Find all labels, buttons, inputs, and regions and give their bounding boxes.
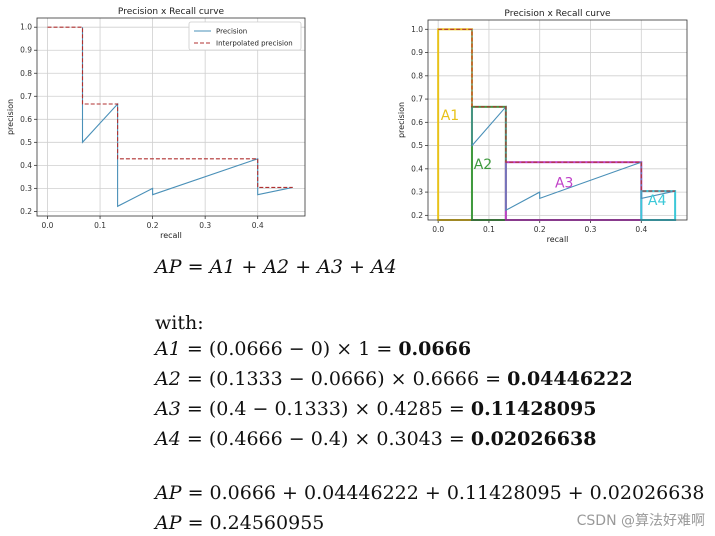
right-tick-label-y: 0.3 [411,188,423,197]
left-plot-bg [37,18,305,216]
left-pr-chart: 0.0 0.1 0.2 0.3 0.4 0.2 0.3 0.4 0.5 0.6 0.7 0.8 0.9 1… [6,7,306,240]
left-series-precision-line [81,27,293,208]
right-ylabel: precision [397,102,406,138]
formula-a3-expr: (0.4 − 0.1333) × 0.4285 = [208,398,465,420]
right-tick-label-x: 0.4 [635,225,647,234]
left-xlabel: recall [160,231,182,240]
right-tick-label-x: 0.3 [585,225,597,234]
formula-a4-expr: (0.4666 − 0.4) × 0.3043 = [208,428,465,450]
left-tick-label-y: 0.6 [20,115,32,124]
right-tick-label-x: 0.2 [534,225,546,234]
right-xlabel: recall [547,235,569,244]
right-region-label-a2: A2 [474,157,492,173]
formula-a3: A3 = (0.4 − 0.1333) × 0.4285 = 0.1142809… [155,398,597,420]
left-ylabel: precision [6,99,15,135]
formula-ap-values: AP = 0.0666 + 0.04446222 + 0.11428095 + … [155,482,705,504]
formula-ap-sum: AP = A1 + A2 + A3 + A4 [155,256,397,278]
formula-a2-lhs: A2 [155,368,181,390]
right-plot-frame [427,19,688,221]
formula-ap-values-lhs: AP [155,482,182,504]
left-tick-label-y: 0.8 [20,69,32,78]
formula-ap-values-rhs: 0.0666 + 0.04446222 + 0.11428095 + 0.020… [209,482,705,504]
right-tick-label-y: 0.2 [411,211,423,220]
right-tick-label-x: 0.1 [483,225,495,234]
left-tick-label-y: 0.2 [20,207,32,216]
right-tick-label-y: 0.4 [411,164,423,173]
formula-a2-result: 0.04446222 [507,368,633,390]
right-region-label-a4: A4 [648,193,667,209]
left-tick-label-x: 0.4 [252,221,264,230]
formula-a4-result: 0.02026638 [470,428,597,450]
formula-a1: A1 = (0.0666 − 0) × 1 = 0.0666 [155,338,472,360]
formula-a4-lhs: A4 [155,428,181,450]
formula-ap-lhs: AP [155,256,182,278]
left-tick-label-y: 0.4 [20,161,32,170]
formula-a1-lhs: A1 [155,338,181,360]
formula-a3-lhs: A3 [155,398,181,420]
right-tick-label-y: 0.9 [411,48,423,57]
formula-ap-final-lhs: AP [155,512,182,534]
formula-a1-expr: (0.0666 − 0) × 1 = [208,338,393,360]
left-legend-label: Precision [216,28,247,36]
left-tick-label-x: 0.0 [42,221,54,230]
right-tick-label-y: 0.5 [411,141,423,150]
left-series-interpolated-line [47,26,293,188]
right-tick-label-y: 1.0 [411,25,423,34]
right-tick-label-y: 0.8 [411,71,423,80]
right-region-label-a3: A3 [555,175,573,191]
left-tick-label-x: 0.2 [147,221,159,230]
right-title: Precision x Recall curve [504,9,611,19]
left-tick-label-x: 0.3 [199,221,211,230]
left-tick-label-y: 0.7 [20,92,32,101]
formula-a2-expr: (0.1333 − 0.0666) × 0.6666 = [208,368,502,390]
left-title: Precision x Recall curve [118,7,225,17]
formula-a1-result: 0.0666 [398,338,472,360]
left-legend-label: Interpolated precision [216,40,293,48]
left-tick-label-y: 0.3 [20,184,32,193]
left-tick-label-y: 0.9 [20,46,32,55]
watermark: CSDN @算法好难啊 [576,513,705,529]
left-tick-label-y: 0.5 [20,138,32,147]
right-tick-label-y: 0.7 [411,95,423,104]
left-tick-label-y: 1.0 [20,23,32,32]
formula-ap-rhs: A1 + A2 + A3 + A4 [209,256,397,278]
right-region-label-a1: A1 [441,108,459,124]
right-tick-label-y: 0.6 [411,118,423,127]
left-legend-box [188,21,302,51]
formula-a3-result: 0.11428095 [470,398,597,420]
formula-ap-final: AP = 0.24560955 [155,512,325,534]
right-tick-label-x: 0.0 [432,225,444,234]
left-tick-label-x: 0.1 [94,221,106,230]
formula-a4: A4 = (0.4666 − 0.4) × 0.3043 = 0.0202663… [155,428,597,450]
left-plot-frame [36,17,306,217]
formula-ap-final-rhs: 0.24560955 [209,512,325,534]
formula-with: with: [155,312,204,334]
right-series-interpolated-line [438,28,676,192]
right-pr-chart-areas: 0.0 0.1 0.2 0.3 0.4 0.2 0.3 0.4 0.5 0.6 0.7 0.8 0.9 1… [397,9,688,244]
formula-a2: A2 = (0.1333 − 0.0666) × 0.6666 = 0.0444… [155,368,633,390]
